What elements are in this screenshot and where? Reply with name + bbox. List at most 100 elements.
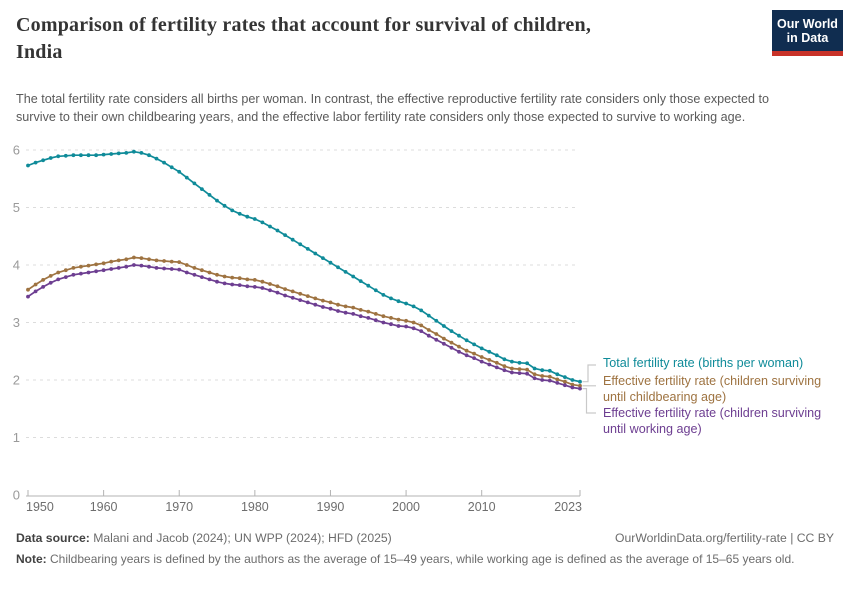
data-point bbox=[109, 267, 114, 271]
data-point bbox=[517, 371, 522, 375]
data-point bbox=[540, 374, 545, 378]
data-point bbox=[358, 308, 363, 312]
data-point bbox=[321, 256, 325, 260]
legend-connector bbox=[582, 364, 596, 383]
data-point bbox=[328, 260, 333, 265]
data-point bbox=[215, 198, 219, 203]
data-point bbox=[540, 368, 545, 373]
y-axis-tick-label: 1 bbox=[13, 430, 20, 445]
owid-logo-line-2: in Data bbox=[786, 30, 829, 45]
data-point bbox=[260, 279, 265, 284]
data-point bbox=[494, 353, 499, 358]
data-point bbox=[260, 220, 265, 225]
data-point bbox=[86, 153, 91, 158]
data-point bbox=[268, 288, 272, 293]
data-point bbox=[411, 326, 416, 331]
data-point bbox=[525, 361, 529, 366]
data-point bbox=[48, 156, 53, 160]
data-point bbox=[578, 379, 582, 384]
data-source-text: Data source: Malani and Jacob (2024); UN… bbox=[16, 531, 392, 545]
data-point bbox=[472, 356, 476, 360]
data-point bbox=[268, 224, 272, 229]
data-source-value: Malani and Jacob (2024); UN WPP (2024); … bbox=[89, 531, 392, 545]
data-point bbox=[457, 333, 461, 338]
data-point bbox=[192, 181, 197, 186]
owid-logo: Our World in Data bbox=[772, 10, 843, 56]
data-point bbox=[389, 316, 393, 320]
data-point bbox=[336, 265, 340, 270]
data-point bbox=[298, 242, 303, 247]
legend-entry-line: until working age) bbox=[603, 421, 702, 436]
data-point bbox=[305, 294, 310, 298]
data-point bbox=[275, 284, 280, 289]
data-point bbox=[442, 341, 446, 346]
legend-entry-line: Total fertility rate (births per woman) bbox=[603, 356, 804, 370]
data-point bbox=[71, 272, 76, 277]
data-point bbox=[381, 314, 386, 319]
footer-note: Note: Childbearing years is defined by t… bbox=[16, 551, 798, 568]
data-point bbox=[547, 378, 552, 383]
data-point bbox=[71, 153, 76, 158]
data-point bbox=[184, 263, 189, 267]
data-point bbox=[222, 274, 227, 279]
data-point bbox=[494, 365, 499, 370]
data-point bbox=[252, 217, 257, 221]
data-point bbox=[373, 288, 378, 293]
data-point bbox=[457, 349, 461, 354]
data-point bbox=[290, 289, 295, 294]
data-point bbox=[449, 340, 454, 345]
owid-logo-box: Our World in Data bbox=[772, 10, 843, 51]
y-axis-tick-label: 0 bbox=[13, 488, 20, 503]
data-point bbox=[290, 237, 295, 242]
data-point bbox=[472, 342, 476, 347]
data-point bbox=[578, 386, 582, 391]
data-point bbox=[169, 259, 174, 264]
data-point bbox=[222, 281, 227, 286]
data-point bbox=[336, 302, 340, 307]
data-point bbox=[116, 151, 121, 156]
chart-subtitle: The total fertility rate considers all b… bbox=[16, 92, 769, 124]
data-point bbox=[162, 259, 167, 263]
data-point bbox=[570, 382, 575, 387]
data-point bbox=[532, 366, 537, 371]
data-point bbox=[200, 268, 204, 273]
data-point bbox=[426, 313, 431, 318]
data-point bbox=[79, 264, 83, 269]
data-point bbox=[116, 266, 121, 270]
data-point bbox=[351, 274, 356, 279]
data-point bbox=[230, 282, 235, 287]
data-point bbox=[192, 272, 197, 277]
data-point bbox=[381, 320, 386, 325]
x-axis-tick-label: 1990 bbox=[317, 500, 345, 514]
data-point bbox=[502, 357, 507, 362]
data-point bbox=[275, 228, 280, 233]
data-point bbox=[510, 366, 514, 371]
data-point bbox=[298, 291, 303, 296]
data-point bbox=[487, 358, 492, 362]
data-point bbox=[343, 270, 348, 274]
data-point bbox=[147, 257, 151, 262]
data-point bbox=[547, 368, 552, 373]
y-axis-tick-label: 6 bbox=[13, 143, 20, 158]
data-point bbox=[94, 269, 98, 274]
data-point bbox=[472, 351, 476, 356]
x-axis-tick-label: 1980 bbox=[241, 500, 269, 514]
y-axis-tick-label: 3 bbox=[13, 315, 20, 330]
data-point bbox=[479, 359, 484, 364]
data-point bbox=[26, 287, 30, 292]
data-point bbox=[283, 287, 287, 291]
data-point bbox=[245, 214, 250, 219]
data-point bbox=[419, 329, 424, 333]
data-point bbox=[101, 261, 106, 266]
data-point bbox=[343, 304, 348, 309]
data-point bbox=[373, 312, 378, 316]
data-point bbox=[389, 296, 393, 301]
data-point bbox=[570, 385, 575, 390]
data-point bbox=[94, 153, 98, 158]
data-point bbox=[124, 257, 129, 262]
data-point bbox=[154, 156, 159, 161]
data-point bbox=[404, 301, 408, 306]
legend-entry-0: Total fertility rate (births per woman) bbox=[603, 356, 848, 372]
legend-entry-line: Effective fertility rate (children survi… bbox=[603, 374, 822, 388]
legend-entry-line: Effective fertility rate (children survi… bbox=[603, 406, 822, 420]
